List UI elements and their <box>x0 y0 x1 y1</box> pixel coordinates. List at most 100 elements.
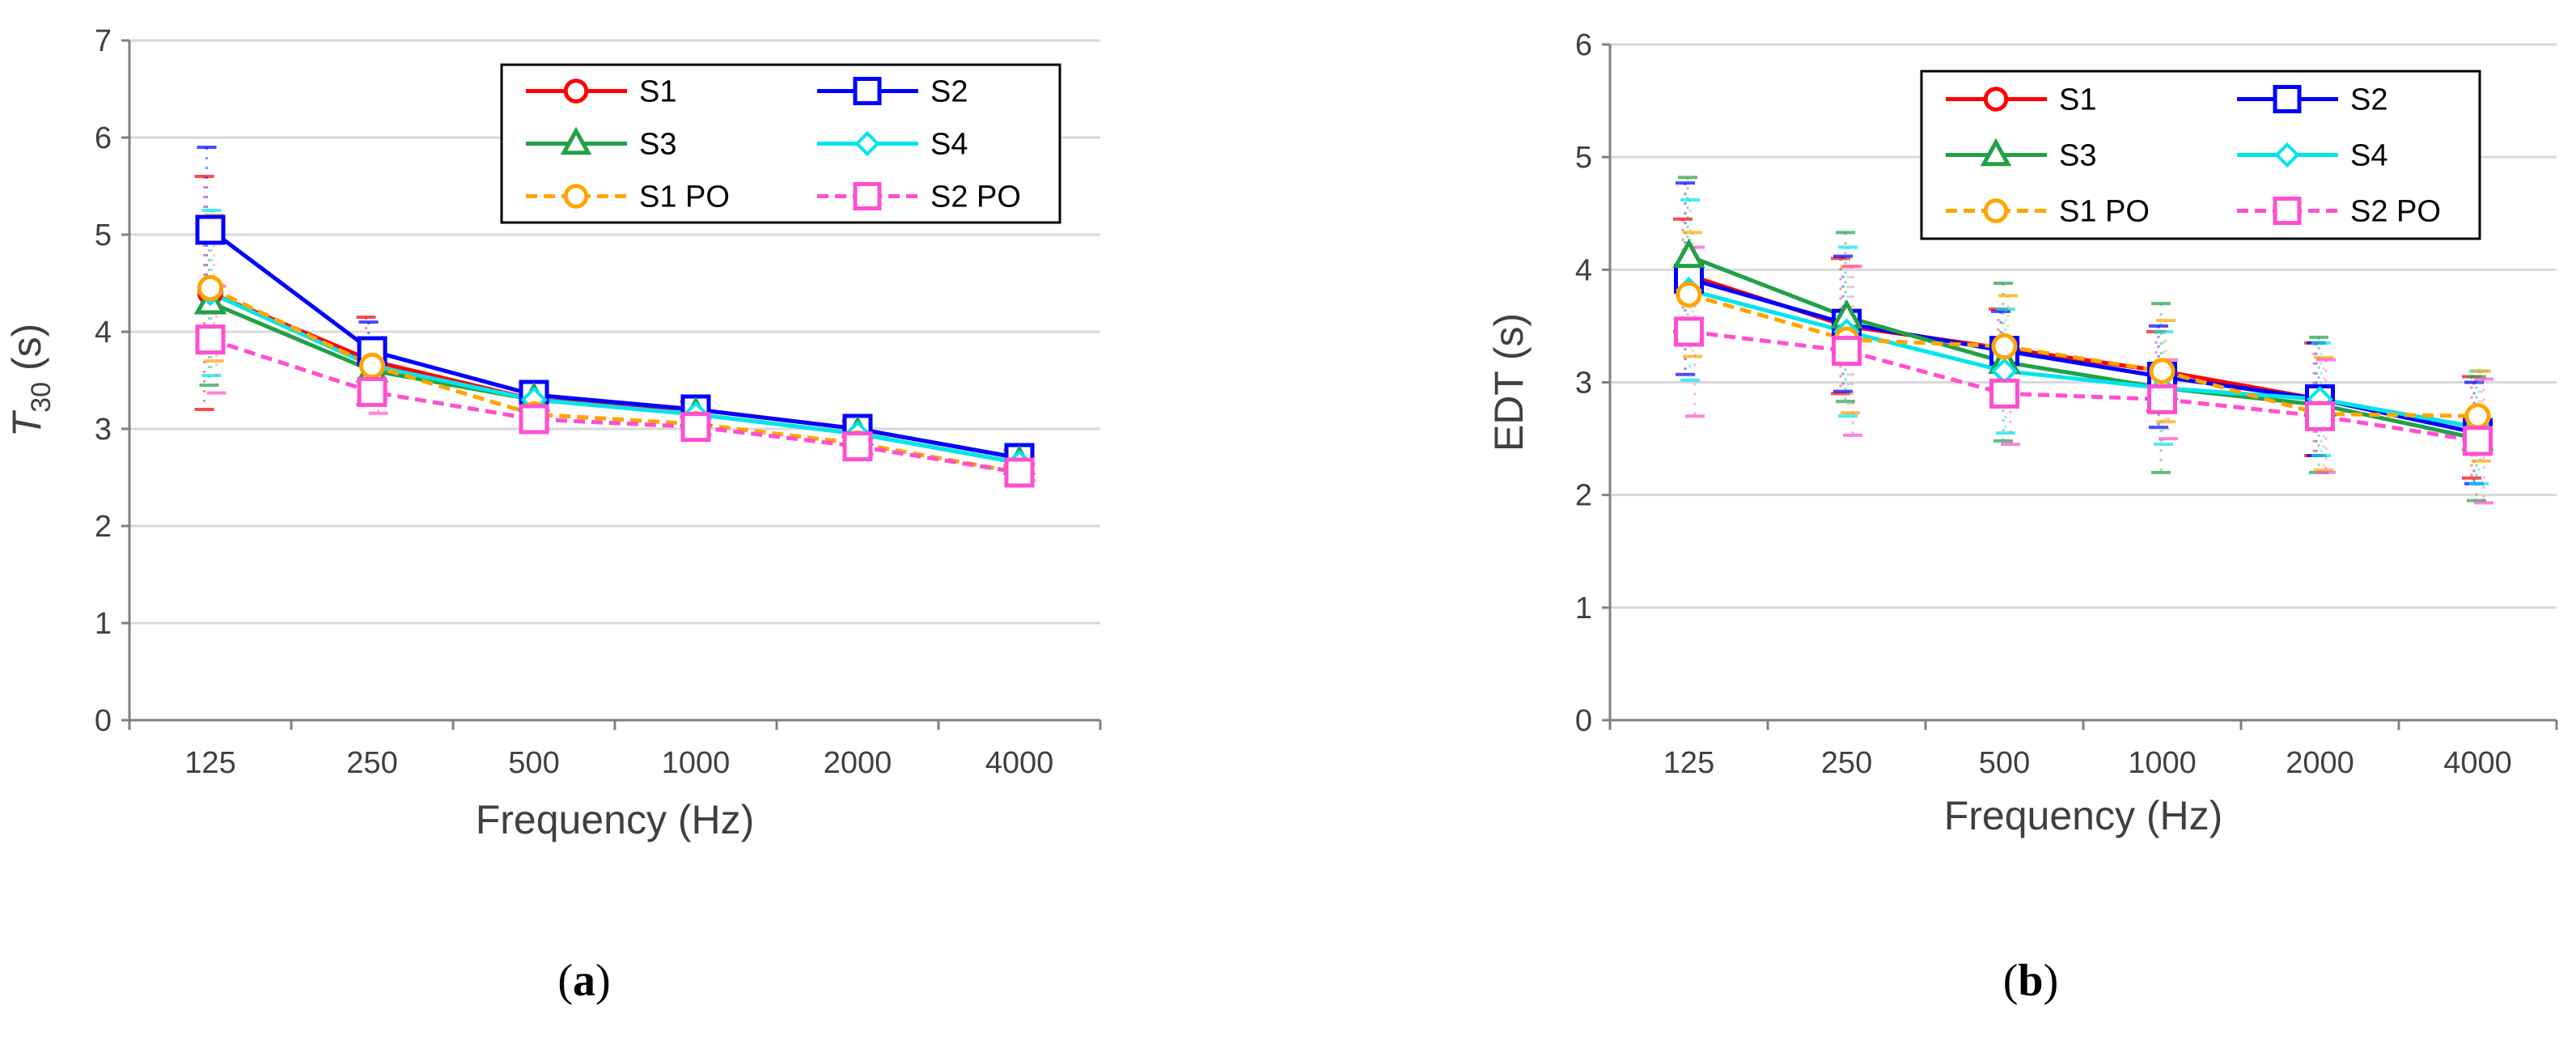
legend-label: S4 <box>930 128 968 162</box>
y-tick-label: 2 <box>95 510 112 544</box>
data-point <box>1832 336 1862 367</box>
series-line <box>210 337 1020 475</box>
legend-label: S1 <box>2059 83 2096 117</box>
y-tick-label: 1 <box>1575 592 1592 626</box>
data-point <box>842 431 873 462</box>
x-tick-label: 250 <box>1821 746 1872 780</box>
y-axis-title-sub: 30 <box>26 382 57 413</box>
legend-marker <box>560 126 592 155</box>
series-line <box>209 286 1020 475</box>
x-tick-label: 4000 <box>985 746 1054 780</box>
legend: S1 S2 S3 S4 S1 PO S2 PO <box>500 63 1061 224</box>
y-tick-label: 4 <box>95 316 112 350</box>
series-line <box>210 300 1020 465</box>
legend-marker <box>563 184 589 209</box>
legend-marker <box>1983 198 2009 223</box>
legend-label: S4 <box>2350 139 2387 173</box>
data-point <box>2463 426 2493 456</box>
y-axis-title: EDT (s) <box>1486 313 1532 452</box>
y-axis-title: T30 (s) <box>4 324 57 438</box>
legend-marker <box>2274 142 2300 168</box>
data-point <box>2149 358 2176 384</box>
legend-label: S2 <box>2350 83 2387 117</box>
legend-marker <box>1983 87 2009 112</box>
x-tick-label: 500 <box>508 746 559 780</box>
x-axis-title: Frequency (Hz) <box>476 797 755 842</box>
data-point <box>197 274 224 302</box>
x-tick-label: 125 <box>184 746 235 780</box>
data-point <box>1004 457 1035 488</box>
legend-label: S1 <box>639 75 676 109</box>
data-point <box>1989 378 2019 409</box>
caption-open-paren: ( <box>2003 956 2019 1006</box>
y-tick-label: 6 <box>1575 28 1592 62</box>
data-point <box>2305 401 2335 431</box>
data-point <box>2464 403 2491 430</box>
x-tick-label: 500 <box>1979 746 2030 780</box>
x-tick-label: 2000 <box>2286 746 2354 780</box>
x-tick-label: 1000 <box>2128 746 2197 780</box>
data-point <box>357 376 388 407</box>
y-tick-label: 1 <box>95 607 112 641</box>
legend-label: S1 PO <box>639 180 730 214</box>
y-tick-label: 0 <box>1575 704 1592 738</box>
chart-a: 0 1 2 3 4 5 6 7 125 250 500 1000 2000 4000 Frequency (… <box>4 24 1102 1006</box>
x-tick-label: 4000 <box>2443 746 2512 780</box>
data-point <box>1991 333 2018 360</box>
legend-marker <box>2273 197 2302 225</box>
x-tick-label: 125 <box>1663 746 1714 780</box>
legend-label: S2 <box>930 75 968 109</box>
caption-close-paren: ) <box>2044 956 2059 1006</box>
y-axis-title-unit: (s) <box>1486 313 1532 371</box>
subfigure-caption: (a) <box>557 956 610 1006</box>
y-tick-label: 2 <box>1575 479 1592 513</box>
data-point <box>519 404 549 435</box>
y-tick-label: 5 <box>1575 141 1592 175</box>
y-axis-title-main: EDT <box>1486 371 1532 452</box>
y-tick-label: 4 <box>1575 253 1592 287</box>
legend-label: S2 PO <box>2350 195 2441 229</box>
legend-label: S3 <box>2059 139 2096 173</box>
data-point <box>680 412 711 443</box>
legend-marker <box>853 182 882 210</box>
y-axis-title-main: T <box>4 409 49 437</box>
series-line <box>210 290 1020 460</box>
caption-close-paren: ) <box>595 956 611 1006</box>
legend-label: S3 <box>639 128 676 162</box>
data-point <box>1672 238 1705 269</box>
y-tick-label: 6 <box>95 121 112 155</box>
legend: S1 S2 S3 S4 S1 PO S2 PO <box>1920 70 2481 240</box>
series-line <box>209 228 1020 460</box>
caption-letter: a <box>573 956 595 1006</box>
legend-label: S1 PO <box>2059 195 2150 229</box>
legend-marker <box>853 77 882 105</box>
legend-marker <box>854 130 880 157</box>
y-tick-label: 5 <box>95 218 112 252</box>
series-line <box>1688 254 2479 441</box>
data-point <box>358 352 386 380</box>
x-axis-title: Frequency (Hz) <box>1944 793 2223 838</box>
x-tick-label: 1000 <box>662 746 731 780</box>
series-line <box>1688 287 2478 430</box>
data-point <box>2147 384 2177 414</box>
legend-label: S2 PO <box>930 180 1021 214</box>
caption-letter: b <box>2018 956 2043 1006</box>
data-point <box>1674 316 1704 347</box>
y-tick-label: 3 <box>95 413 112 447</box>
y-tick-label: 0 <box>95 704 112 738</box>
series-line <box>1688 329 2478 443</box>
y-tick-label: 7 <box>95 24 112 58</box>
legend-marker <box>563 78 589 104</box>
legend-marker <box>1980 138 2012 167</box>
caption-open-paren: ( <box>557 956 573 1006</box>
chart-b: 0 1 2 3 4 5 6 125 250 500 1000 2000 4000 Frequency (H… <box>1486 28 2558 1006</box>
x-tick-label: 2000 <box>824 746 892 780</box>
y-axis-title-unit: (s) <box>4 324 49 382</box>
subfigure-caption: (b) <box>2003 956 2058 1006</box>
y-tick-label: 3 <box>1575 367 1592 401</box>
data-point <box>195 214 226 245</box>
x-tick-label: 250 <box>346 746 397 780</box>
legend-marker <box>2273 85 2302 113</box>
